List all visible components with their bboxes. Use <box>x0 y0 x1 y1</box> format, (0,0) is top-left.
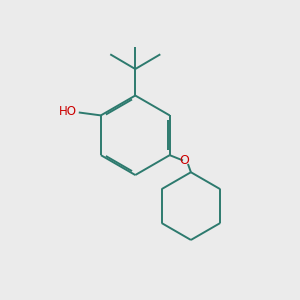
Text: HO: HO <box>58 105 76 119</box>
Text: O: O <box>179 154 189 167</box>
